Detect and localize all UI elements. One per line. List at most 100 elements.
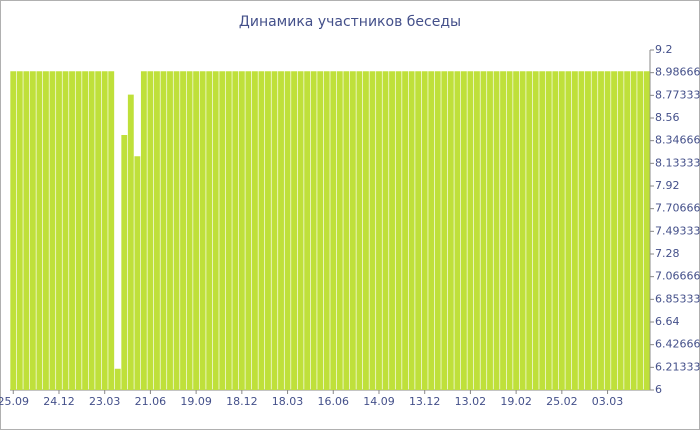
bar [75, 71, 82, 390]
y-tick-label: 8.56 [655, 111, 680, 124]
bar [265, 71, 271, 390]
bar [147, 71, 154, 390]
bar [356, 71, 363, 390]
bar [545, 71, 552, 390]
y-tick-label: 6.64 [655, 315, 680, 328]
y-tick-label: 8.98666 [655, 66, 700, 79]
bar [56, 71, 62, 390]
bar [565, 71, 572, 390]
bar [127, 94, 134, 390]
bar [42, 71, 49, 390]
bar [10, 71, 17, 390]
bar [552, 71, 559, 390]
bar [408, 71, 415, 390]
bar [598, 71, 604, 390]
bar [630, 71, 637, 390]
bar [16, 71, 23, 390]
bar [480, 71, 487, 390]
y-tick-label: 7.49333 [655, 224, 700, 237]
bar [258, 71, 265, 390]
bar [232, 71, 239, 390]
bar [82, 71, 89, 390]
y-tick-label: 6.21333 [655, 360, 700, 373]
bar [487, 71, 493, 390]
x-tick-label: 21.06 [135, 395, 167, 408]
bar [571, 71, 578, 390]
bar [101, 71, 108, 390]
bar [395, 71, 402, 390]
x-tick-label: 16.06 [318, 395, 350, 408]
chart-title: Динамика участников беседы [239, 14, 461, 30]
y-tick-label: 7.92 [655, 179, 680, 192]
y-tick-label: 7.06666 [655, 270, 700, 283]
bar [278, 71, 284, 390]
bar [539, 71, 546, 390]
bar [369, 71, 376, 390]
bar [36, 71, 43, 390]
bar [193, 71, 200, 390]
bar [474, 71, 480, 390]
bar [297, 71, 304, 390]
bar [238, 71, 245, 390]
bar [500, 71, 506, 390]
y-tick-label: 6.42666 [655, 338, 700, 351]
y-tick-label: 9.2 [655, 43, 673, 56]
bar [454, 71, 461, 390]
x-tick-label: 13.12 [409, 395, 441, 408]
bar [558, 71, 565, 390]
bar [225, 71, 232, 390]
bar [526, 71, 533, 390]
x-tick-label: 25.09 [0, 395, 29, 408]
bar [467, 71, 474, 390]
bar [428, 71, 435, 390]
bar [186, 71, 193, 390]
bar [578, 71, 585, 390]
bar [49, 71, 56, 390]
bar [415, 71, 422, 390]
bar [88, 71, 95, 390]
bar [206, 71, 213, 390]
bar [95, 71, 102, 390]
x-tick-label: 18.12 [226, 395, 258, 408]
bar [591, 71, 598, 390]
x-tick-label: 14.09 [363, 395, 395, 408]
bar [460, 71, 467, 390]
bar [173, 71, 180, 390]
bar [219, 71, 226, 390]
bar [114, 368, 121, 390]
bar [251, 71, 258, 390]
bar [23, 71, 30, 390]
y-tick-label: 6.85333 [655, 292, 700, 305]
bar [245, 71, 252, 390]
x-tick-label: 13.02 [455, 395, 487, 408]
bar [167, 71, 173, 390]
y-tick-label: 7.28 [655, 247, 680, 260]
bar [62, 71, 69, 390]
bar [180, 71, 186, 390]
y-tick-label: 8.13333 [655, 156, 700, 169]
bar [362, 71, 369, 390]
bar [624, 71, 631, 390]
bar [199, 71, 206, 390]
bar [121, 135, 128, 390]
bar [330, 71, 337, 390]
bar [447, 71, 454, 390]
bar [532, 71, 539, 390]
bar [506, 71, 513, 390]
bar [108, 71, 115, 390]
bar [604, 71, 611, 390]
bar [434, 71, 441, 390]
bar [617, 71, 624, 390]
bar [611, 71, 618, 390]
bar [291, 71, 298, 390]
bar [637, 71, 644, 390]
bar [349, 71, 356, 390]
y-tick-label: 6 [655, 383, 662, 396]
x-tick-label: 18.03 [272, 395, 304, 408]
x-tick-label: 03.03 [592, 395, 624, 408]
bar [343, 71, 350, 390]
bar [585, 71, 591, 390]
bar [389, 71, 395, 390]
bar [376, 71, 382, 390]
